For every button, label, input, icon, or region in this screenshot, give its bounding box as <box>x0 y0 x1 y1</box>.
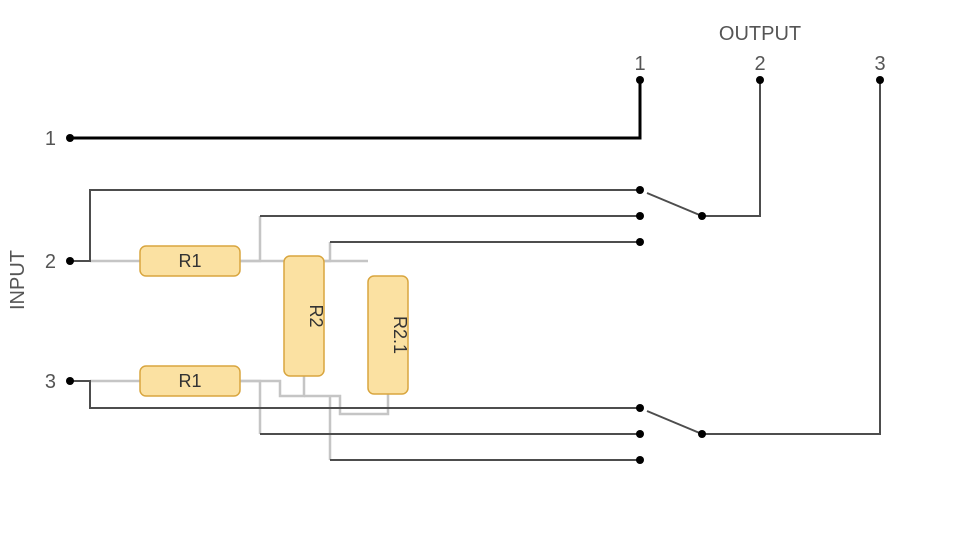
node-out2 <box>756 76 764 84</box>
node-sw3_p <box>698 430 706 438</box>
node-sw3_c <box>636 456 644 464</box>
wire <box>702 80 880 434</box>
node-sw2_p <box>698 212 706 220</box>
node-sw3_b <box>636 430 644 438</box>
node-sw2_a <box>636 186 644 194</box>
component-label-R2_1: R2.1 <box>390 316 410 354</box>
wire <box>702 80 760 216</box>
node-in2 <box>66 257 74 265</box>
wire <box>647 411 702 434</box>
node-sw2_c <box>636 238 644 246</box>
input-pin-3-label: 3 <box>45 371 56 393</box>
wire-connector <box>304 394 388 414</box>
wire-connector <box>240 376 304 396</box>
output-pin-1-label: 1 <box>634 53 645 75</box>
output-pin-3-label: 3 <box>874 53 885 75</box>
component-label-R1_top: R1 <box>178 251 201 271</box>
wire-bold <box>70 80 640 138</box>
output-axis-label: OUTPUT <box>719 23 801 45</box>
input-axis-label: INPUT <box>7 250 29 310</box>
node-out3 <box>876 76 884 84</box>
circuit-diagram: OUTPUT INPUT 1 2 3 1 2 3 R1 R1 R2 R2.1 <box>0 0 960 540</box>
output-pin-2-label: 2 <box>754 53 765 75</box>
input-pin-1-label: 1 <box>45 128 56 150</box>
node-in1 <box>66 134 74 142</box>
wire-connector <box>240 216 260 261</box>
component-label-R1_bot: R1 <box>178 371 201 391</box>
wire <box>647 193 702 216</box>
wire-connector <box>324 242 330 261</box>
component-label-R2: R2 <box>306 304 326 327</box>
node-in3 <box>66 377 74 385</box>
node-out1 <box>636 76 644 84</box>
node-sw2_b <box>636 212 644 220</box>
input-pin-2-label: 2 <box>45 251 56 273</box>
wires-bold-group <box>70 80 640 138</box>
node-sw3_a <box>636 404 644 412</box>
components-group: R1 R1 R2 R2.1 <box>140 246 410 396</box>
